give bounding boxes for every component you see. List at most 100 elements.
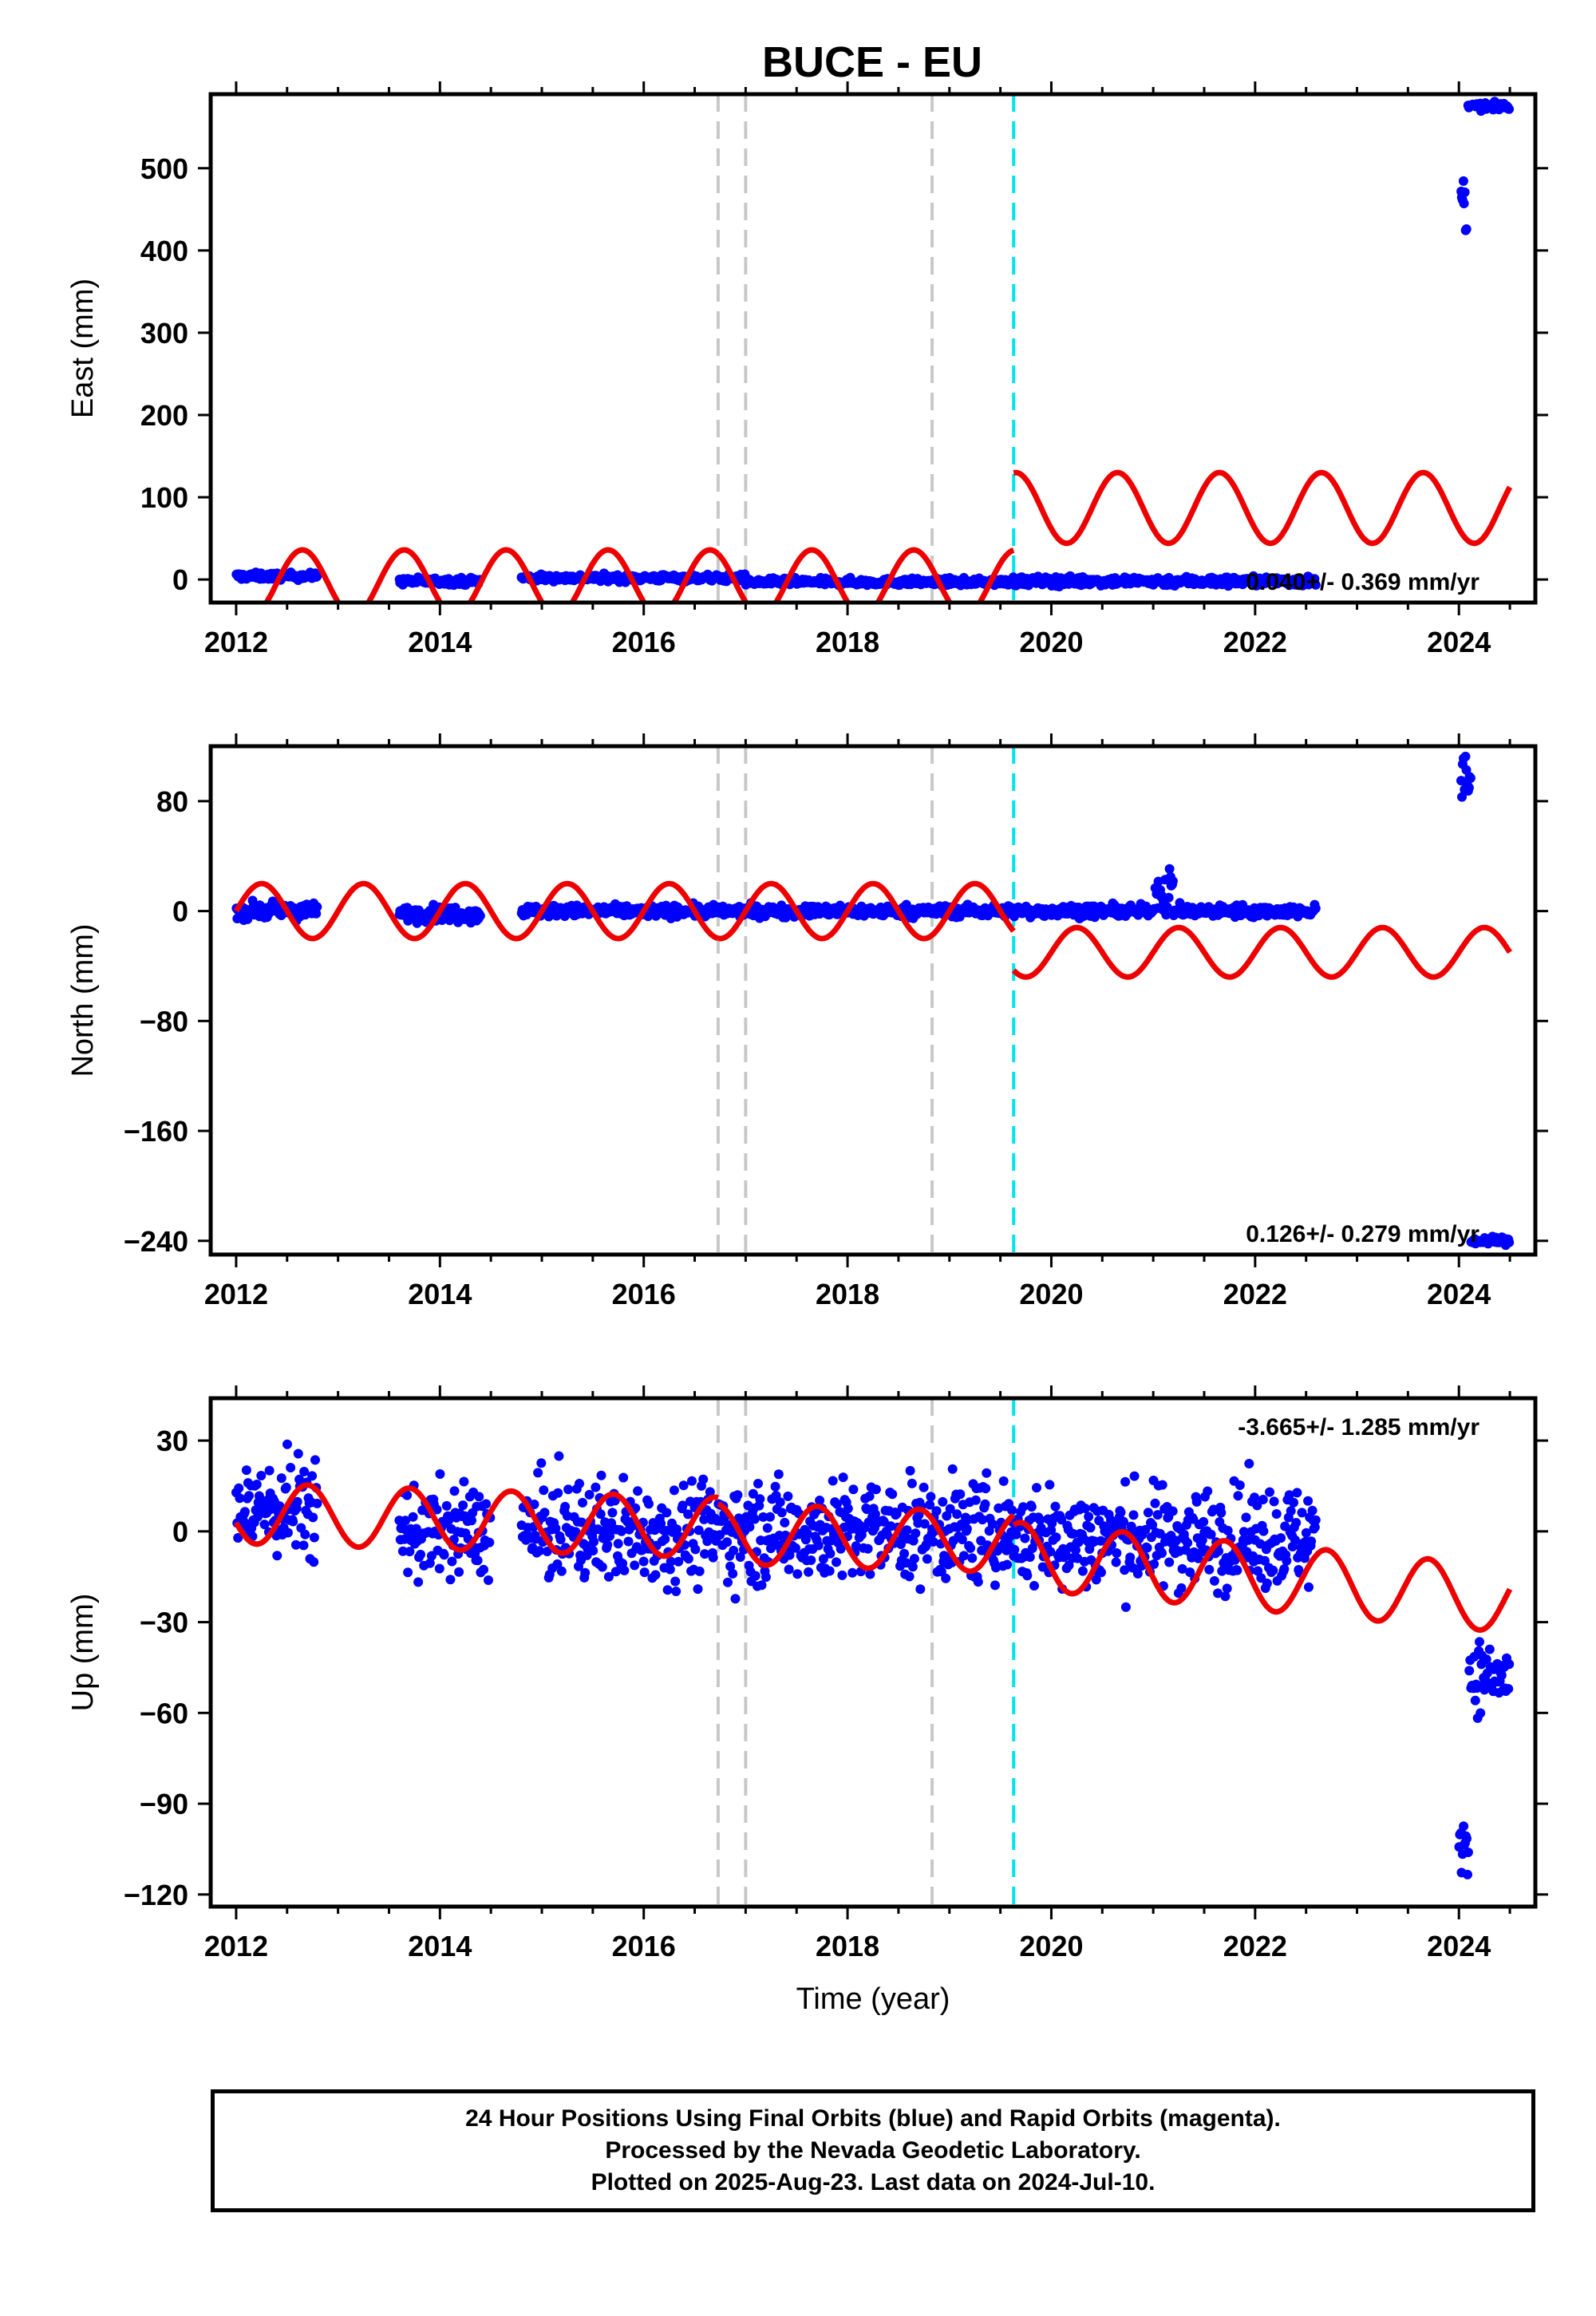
data-point xyxy=(1163,892,1174,903)
data-point xyxy=(1177,1563,1187,1574)
data-point xyxy=(758,1512,768,1522)
panel-up: 2012 2014 2016 2018 2020 2022 2024 30 0 −30 −60 −90… xyxy=(66,1385,1548,2016)
data-point xyxy=(955,1489,966,1500)
data-point xyxy=(683,1554,693,1564)
data-point xyxy=(775,1497,785,1508)
model-curve-segment-0 xyxy=(233,1482,719,1559)
data-point xyxy=(750,1571,760,1581)
data-point xyxy=(836,1543,846,1554)
data-point xyxy=(535,1546,544,1556)
data-point xyxy=(966,1543,976,1553)
y-axis-label: North (mm) xyxy=(66,923,100,1077)
y-tick-label: −90 xyxy=(140,1788,188,1820)
data-point xyxy=(982,1468,992,1478)
data-point xyxy=(603,1571,614,1582)
data-point xyxy=(702,1536,713,1547)
data-point xyxy=(687,1476,697,1486)
y-tick-label: 500 xyxy=(140,152,188,185)
data-point xyxy=(904,1571,915,1582)
data-point xyxy=(909,1554,919,1564)
y-tick-label: 30 xyxy=(156,1425,188,1457)
data-point xyxy=(762,1523,772,1533)
data-point xyxy=(308,1512,318,1523)
data-point xyxy=(1080,1504,1090,1513)
data-point xyxy=(1111,1557,1121,1567)
data-point xyxy=(1258,1526,1269,1536)
data-point xyxy=(987,1519,998,1529)
data-point xyxy=(309,1532,319,1543)
data-points xyxy=(231,1439,1515,1879)
x-tick-label: 2018 xyxy=(816,626,879,658)
data-point xyxy=(699,1514,709,1524)
data-point xyxy=(1279,1564,1290,1574)
data-point xyxy=(1002,1559,1013,1570)
data-point xyxy=(780,1517,790,1528)
data-point xyxy=(1132,1568,1143,1579)
data-point xyxy=(670,1576,681,1587)
data-point xyxy=(1025,1552,1035,1562)
data-point xyxy=(863,1543,873,1554)
data-point xyxy=(980,1499,990,1509)
data-point xyxy=(571,1527,581,1537)
data-point xyxy=(802,1528,812,1539)
x-tick-label: 2016 xyxy=(612,1930,676,1962)
data-point xyxy=(644,1499,654,1509)
data-point xyxy=(1230,1555,1240,1565)
footer-box: 24 Hour Positions Using Final Orbits (bl… xyxy=(211,2089,1535,2212)
data-point xyxy=(1484,1644,1495,1654)
y-axis-label: Up (mm) xyxy=(66,1594,100,1712)
data-point xyxy=(596,1470,606,1480)
data-point xyxy=(1026,1502,1037,1512)
data-point xyxy=(281,1482,291,1492)
data-point xyxy=(1157,1548,1167,1559)
data-point xyxy=(1143,1508,1153,1518)
data-point xyxy=(784,1550,795,1560)
data-point xyxy=(623,1536,634,1547)
data-point xyxy=(1148,1520,1158,1530)
data-point xyxy=(928,1536,938,1547)
data-point xyxy=(1050,1501,1061,1512)
data-point xyxy=(905,1465,915,1476)
data-point xyxy=(773,1469,784,1480)
data-point xyxy=(416,1549,425,1559)
data-point xyxy=(1152,1510,1163,1520)
data-point xyxy=(589,1536,599,1547)
data-point xyxy=(1125,1552,1136,1563)
data-point xyxy=(1460,187,1470,197)
data-point xyxy=(554,1451,564,1461)
data-points xyxy=(231,97,1515,591)
data-point xyxy=(1307,1505,1317,1516)
data-point xyxy=(560,1501,571,1512)
model-curve-segment-2 xyxy=(1011,924,1512,980)
data-point xyxy=(1291,1518,1302,1528)
data-point xyxy=(735,1552,745,1562)
data-point xyxy=(1164,1557,1175,1567)
plot-frame xyxy=(208,744,1538,1257)
data-point xyxy=(539,1508,550,1518)
plot-area xyxy=(231,1398,1515,1907)
x-tick-label: 2020 xyxy=(1019,1930,1083,1962)
data-point xyxy=(1463,1869,1472,1879)
y-tick-label: −80 xyxy=(140,1005,188,1037)
data-point xyxy=(662,1585,673,1595)
data-point xyxy=(276,1473,286,1484)
data-point xyxy=(555,1535,566,1544)
data-point xyxy=(481,1499,492,1509)
y-tick-label: 300 xyxy=(140,317,188,350)
data-point xyxy=(813,1540,824,1551)
data-point xyxy=(678,1500,688,1511)
data-point xyxy=(847,1567,858,1578)
data-point xyxy=(1470,1695,1480,1705)
data-point xyxy=(1289,1497,1298,1508)
data-point xyxy=(1475,1637,1484,1647)
data-point xyxy=(1458,176,1468,186)
data-point xyxy=(1149,1559,1159,1569)
data-point xyxy=(533,1468,543,1478)
data-point xyxy=(401,1516,411,1526)
data-point xyxy=(402,1490,413,1500)
data-point xyxy=(1176,1583,1187,1593)
data-point xyxy=(290,1539,301,1550)
data-point xyxy=(1476,1708,1486,1718)
data-point xyxy=(588,1546,598,1555)
data-point xyxy=(1140,1524,1151,1535)
